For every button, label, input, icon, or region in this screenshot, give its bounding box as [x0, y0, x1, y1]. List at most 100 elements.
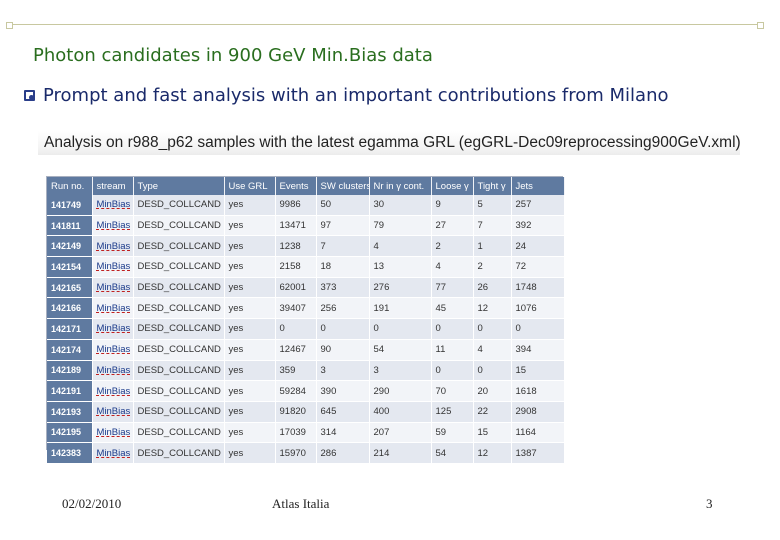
loose-gamma-cell: 27	[431, 215, 474, 237]
stream-link[interactable]: MinBias	[92, 297, 134, 320]
events-cell: 1238	[275, 235, 317, 258]
bullet-line: Prompt and fast analysis with an importa…	[24, 85, 669, 106]
loose-gamma-cell: 2	[431, 235, 474, 258]
stream-link[interactable]: MinBias	[92, 277, 134, 299]
loose-gamma-cell: 4	[431, 256, 474, 278]
use-grl-cell: yes	[224, 360, 276, 382]
use-grl-cell: yes	[224, 297, 276, 320]
col-header-sw-clusters[interactable]: SW clusters	[316, 177, 370, 195]
sw-clusters-cell: 390	[316, 380, 370, 402]
stream-link[interactable]: MinBias	[92, 380, 134, 402]
run-cell: 142174	[47, 339, 93, 361]
stream-link[interactable]: MinBias	[92, 360, 134, 382]
events-cell: 13471	[275, 215, 317, 237]
table-row: 141749 MinBias DESD_COLLCAND yes 9986 50 30 9 5 2…	[47, 195, 565, 216]
nr-gamma-cell: 54	[369, 339, 432, 361]
events-cell: 15970	[275, 442, 317, 464]
col-header-loose-gamma[interactable]: Loose γ	[431, 177, 474, 195]
type-cell: DESD_COLLCAND	[133, 195, 225, 216]
run-cell: 142383	[47, 442, 93, 464]
loose-gamma-cell: 125	[431, 401, 474, 423]
stream-link[interactable]: MinBias	[92, 215, 134, 237]
footer-center: Atlas Italia	[272, 496, 330, 511]
jets-cell: 2908	[511, 401, 565, 423]
type-cell: DESD_COLLCAND	[133, 339, 225, 361]
loose-gamma-cell: 45	[431, 297, 474, 320]
stream-link[interactable]: MinBias	[92, 235, 134, 258]
tight-gamma-cell: 2	[473, 256, 512, 278]
jets-cell: 1164	[511, 422, 565, 444]
table-row: 142189 MinBias DESD_COLLCAND yes 359 3 3 0 0 15	[47, 360, 565, 382]
col-header-stream[interactable]: stream	[92, 177, 134, 195]
col-header-jets[interactable]: Jets	[511, 177, 565, 195]
table-header-row: Run no. stream Type Use GRL Events SW cl…	[47, 177, 565, 195]
loose-gamma-cell: 0	[431, 360, 474, 382]
use-grl-cell: yes	[224, 318, 276, 340]
stream-link[interactable]: MinBias	[92, 401, 134, 423]
type-cell: DESD_COLLCAND	[133, 215, 225, 237]
col-header-events[interactable]: Events	[275, 177, 317, 195]
bullet-text: Prompt and fast analysis with an importa…	[43, 85, 669, 106]
col-header-nr-gamma[interactable]: Nr in γ cont.	[369, 177, 432, 195]
events-cell: 12467	[275, 339, 317, 361]
use-grl-cell: yes	[224, 422, 276, 444]
events-cell: 17039	[275, 422, 317, 444]
loose-gamma-cell: 11	[431, 339, 474, 361]
run-cell: 142189	[47, 360, 93, 382]
nr-gamma-cell: 290	[369, 380, 432, 402]
tight-gamma-cell: 7	[473, 215, 512, 237]
table-row: 142165 MinBias DESD_COLLCAND yes 62001 373 276…	[47, 277, 565, 299]
type-cell: DESD_COLLCAND	[133, 442, 225, 464]
tight-gamma-cell: 22	[473, 401, 512, 423]
top-rule	[6, 22, 764, 29]
events-cell: 359	[275, 360, 317, 382]
nr-gamma-cell: 13	[369, 256, 432, 278]
footer-date: 02/02/2010	[62, 496, 122, 511]
stream-link[interactable]: MinBias	[92, 318, 134, 340]
use-grl-cell: yes	[224, 401, 276, 423]
jets-cell: 1618	[511, 380, 565, 402]
sw-clusters-cell: 50	[316, 195, 370, 216]
run-cell: 142193	[47, 401, 93, 423]
tight-gamma-cell: 20	[473, 380, 512, 402]
stream-link[interactable]: MinBias	[92, 442, 134, 464]
events-cell: 59284	[275, 380, 317, 402]
stream-link[interactable]: MinBias	[92, 256, 134, 278]
use-grl-cell: yes	[224, 380, 276, 402]
col-header-tight-gamma[interactable]: Tight γ	[473, 177, 512, 195]
run-cell: 142165	[47, 277, 93, 299]
tight-gamma-cell: 0	[473, 360, 512, 382]
loose-gamma-cell: 9	[431, 195, 474, 216]
use-grl-cell: yes	[224, 277, 276, 299]
sw-clusters-cell: 256	[316, 297, 370, 320]
bullet-icon	[24, 90, 35, 101]
run-cell: 142195	[47, 422, 93, 444]
run-cell: 142191	[47, 380, 93, 402]
jets-cell: 392	[511, 215, 565, 237]
footer-page-number: 3	[706, 496, 713, 511]
type-cell: DESD_COLLCAND	[133, 318, 225, 340]
loose-gamma-cell: 70	[431, 380, 474, 402]
col-header-type[interactable]: Type	[133, 177, 225, 195]
use-grl-cell: yes	[224, 442, 276, 464]
table-body: 141749 MinBias DESD_COLLCAND yes 9986 50 30 9 5 2…	[47, 195, 565, 464]
run-cell: 142154	[47, 256, 93, 278]
stream-link[interactable]: MinBias	[92, 339, 134, 361]
col-header-use-grl[interactable]: Use GRL	[224, 177, 276, 195]
table-row: 142174 MinBias DESD_COLLCAND yes 12467 90 54 11…	[47, 339, 565, 361]
stream-link[interactable]: MinBias	[92, 422, 134, 444]
table-row: 142193 MinBias DESD_COLLCAND yes 91820 645 400…	[47, 401, 565, 423]
use-grl-cell: yes	[224, 195, 276, 216]
events-cell: 2158	[275, 256, 317, 278]
tight-gamma-cell: 12	[473, 297, 512, 320]
run-cell: 142149	[47, 235, 93, 258]
col-header-run[interactable]: Run no.	[47, 177, 93, 195]
tight-gamma-cell: 15	[473, 422, 512, 444]
run-cell: 141811	[47, 215, 93, 237]
type-cell: DESD_COLLCAND	[133, 380, 225, 402]
table-row: 142195 MinBias DESD_COLLCAND yes 17039 314 207…	[47, 422, 565, 444]
type-cell: DESD_COLLCAND	[133, 422, 225, 444]
sw-clusters-cell: 90	[316, 339, 370, 361]
run-cell: 141749	[47, 195, 93, 216]
stream-link[interactable]: MinBias	[92, 195, 134, 216]
